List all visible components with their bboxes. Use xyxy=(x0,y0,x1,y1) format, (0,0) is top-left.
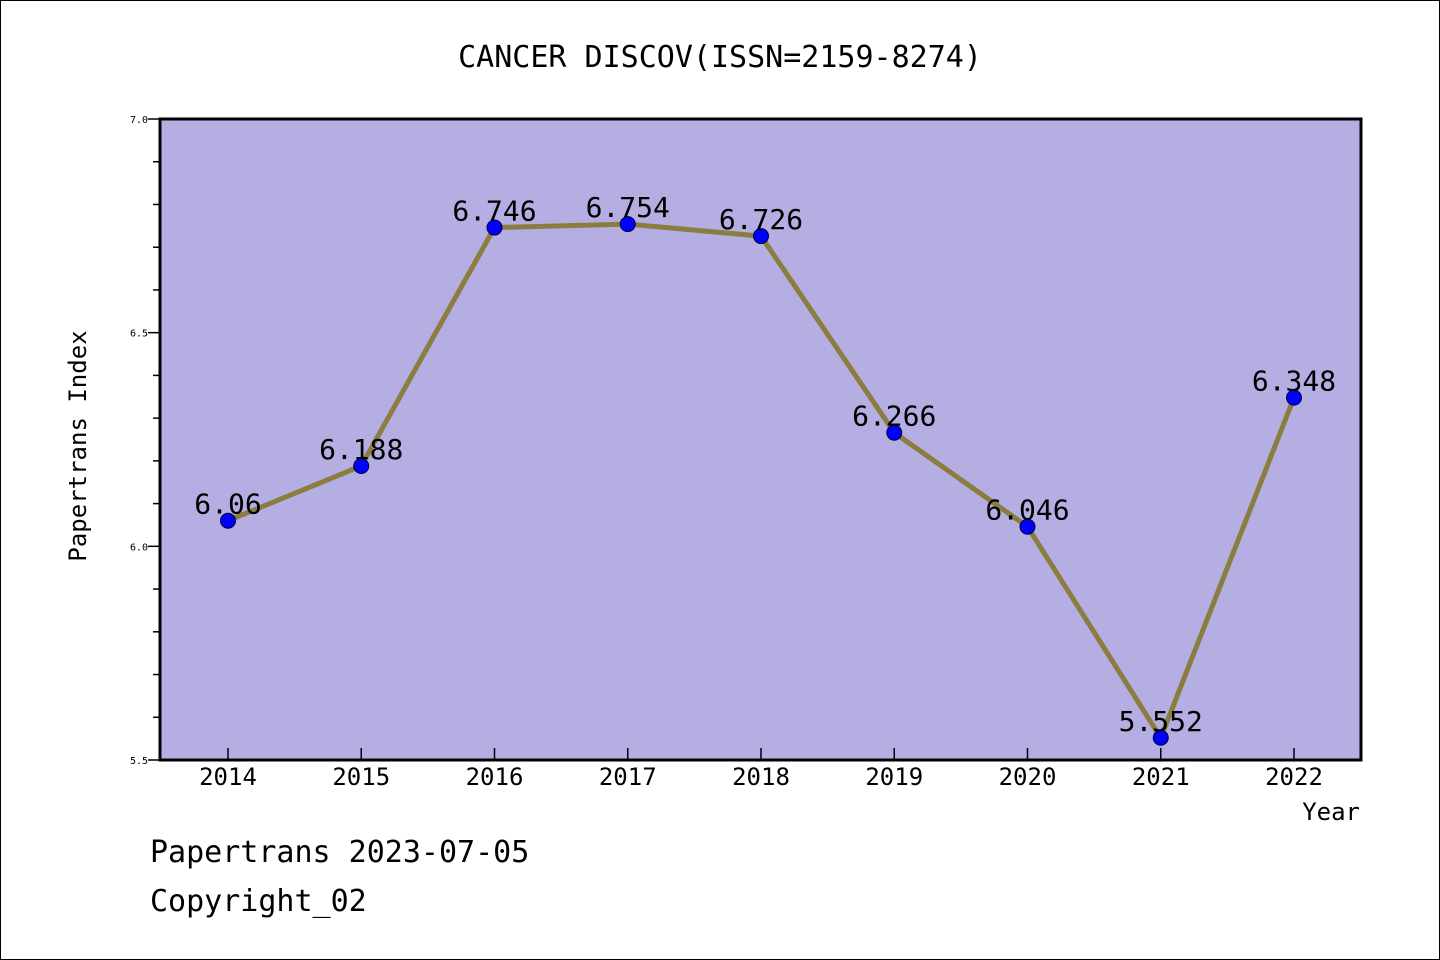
x-tick-label: 2016 xyxy=(466,763,524,791)
y-axis: 5.5 6.0 6.5 7.0 xyxy=(130,115,160,767)
data-point xyxy=(353,457,370,474)
data-label: 5.552 xyxy=(1119,705,1203,738)
data-label: 6.348 xyxy=(1252,365,1336,398)
x-axis: 2014 2015 2016 2017 2018 2019 2020 2021 2022 xyxy=(199,748,1323,791)
x-axis-label: Year xyxy=(1302,798,1360,826)
data-point xyxy=(1286,389,1302,406)
x-tick-label: 2017 xyxy=(599,763,657,791)
data-label: 6.746 xyxy=(452,195,536,228)
data-label: 6.046 xyxy=(985,494,1069,527)
data-point xyxy=(486,219,503,236)
data-label: 6.754 xyxy=(586,191,670,224)
plot-area xyxy=(158,117,1363,762)
x-tick-label: 2020 xyxy=(999,763,1057,791)
data-point xyxy=(619,216,636,233)
x-tick-label: 2018 xyxy=(732,763,790,791)
data-point xyxy=(753,228,769,245)
x-tick-label: 2015 xyxy=(332,763,390,791)
data-label: 6.188 xyxy=(319,433,403,466)
x-tick-label: 2014 xyxy=(199,763,257,791)
x-tick-label: 2022 xyxy=(1265,763,1323,791)
data-point xyxy=(1019,518,1036,535)
data-point xyxy=(220,512,236,529)
data-label: 6.06 xyxy=(194,488,261,521)
x-tick-label: 2019 xyxy=(865,763,923,791)
chart-title: CANCER DISCOV(ISSN=2159-8274) xyxy=(458,40,982,75)
data-label: 6.726 xyxy=(719,203,803,236)
footer-copyright: Copyright_02 xyxy=(150,884,367,919)
y-tick-label: 6.0 xyxy=(130,542,148,553)
y-tick-label: 5.5 xyxy=(130,756,148,767)
data-point xyxy=(1152,729,1169,746)
data-markers xyxy=(220,216,1302,746)
x-tick-label: 2021 xyxy=(1132,763,1190,791)
y-tick-label: 7.0 xyxy=(130,115,148,126)
footer-date: Papertrans 2023-07-05 xyxy=(150,835,530,870)
data-label: 6.266 xyxy=(852,400,936,433)
y-tick-label: 6.5 xyxy=(130,329,148,340)
data-labels: 6.06 6.188 6.746 6.754 6.726 6.266 6.046 5.552 6… xyxy=(194,191,1336,738)
y-axis-label: Papertrans Index xyxy=(64,330,92,561)
data-point xyxy=(886,424,903,441)
